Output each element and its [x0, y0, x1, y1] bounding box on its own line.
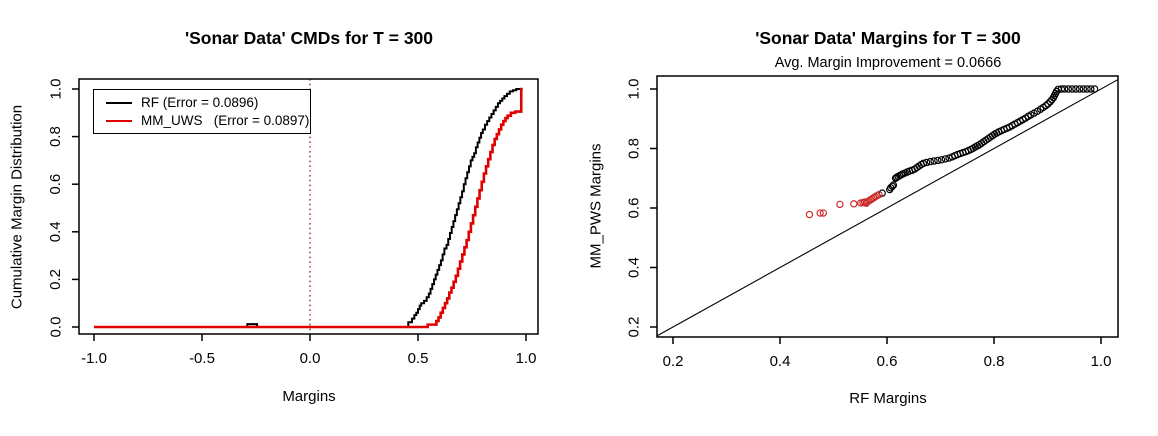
- y-tick-label: 0.8: [625, 138, 642, 159]
- scatter-point: [1060, 85, 1069, 93]
- scatter-point: [1044, 100, 1052, 108]
- legend-label-rf: RF (Error = 0.0896): [141, 95, 259, 110]
- right-plot-ylabel: MM_PWS Margins: [587, 143, 605, 269]
- x-tick-label: 1.0: [1091, 353, 1112, 370]
- x-tick-label: -1.0: [81, 350, 107, 367]
- scatter-point: [937, 156, 946, 164]
- scatter-point: [819, 209, 828, 217]
- scatter-point: [1042, 101, 1050, 110]
- scatter-point: [836, 200, 844, 209]
- scatter-point: [919, 159, 928, 168]
- scatter-point: [850, 200, 858, 208]
- y-tick-label: 0.0: [47, 317, 64, 338]
- y-tick-label: 0.2: [625, 317, 642, 338]
- scatter-point: [1087, 85, 1095, 93]
- x-tick-label: 0.0: [300, 350, 321, 367]
- scatter-point: [926, 157, 935, 166]
- scatter-series-red-points: [805, 190, 883, 219]
- y-tick-label: 0.6: [625, 198, 642, 219]
- x-tick-label: 0.6: [877, 353, 898, 370]
- scatter-point: [922, 158, 931, 167]
- right-plot-title: 'Sonar Data' Margins for T = 300: [755, 28, 1021, 48]
- scatter-point: [875, 190, 883, 199]
- y-tick-label: 0.6: [47, 174, 64, 195]
- scatter-point: [934, 156, 942, 165]
- y-tick-label: 0.4: [47, 221, 64, 242]
- x-tick-label: -0.5: [189, 350, 215, 367]
- x-tick-label: 0.8: [984, 353, 1005, 370]
- left-plot-ylabel: Cumulative Margin Distribution: [8, 104, 26, 310]
- scatter-point: [941, 155, 950, 163]
- left-plot-xlabel: Margins: [282, 388, 336, 405]
- scatter-point: [816, 209, 824, 217]
- x-tick-label: 0.4: [770, 353, 791, 370]
- y-tick-label: 1.0: [47, 79, 64, 100]
- mm-uws-line-swatch: [106, 119, 132, 122]
- scatter-point: [889, 181, 898, 189]
- scatter-point: [805, 210, 814, 219]
- right-plot-subtitle: Avg. Margin Improvement = 0.0666: [774, 55, 1002, 71]
- scatter-point: [1079, 85, 1088, 93]
- cmd-curve-rf: [94, 88, 522, 328]
- left-plot-title: 'Sonar Data' CMDs for T = 300: [184, 28, 434, 48]
- right-plot-xlabel: RF Margins: [849, 390, 927, 407]
- legend-row-mm-uws: MM_UWS (Error = 0.0897): [106, 113, 310, 128]
- scatter-point: [930, 157, 938, 165]
- plot-box: [78, 78, 539, 335]
- identity-line: [656, 79, 1119, 337]
- scatter-point: [888, 182, 897, 190]
- y-tick-label: 0.4: [625, 257, 642, 278]
- scatter-point: [1064, 85, 1073, 93]
- scatter-point: [1072, 85, 1080, 93]
- scatter-point: [1068, 85, 1076, 93]
- legend-row-rf: RF (Error = 0.0896): [106, 95, 310, 110]
- y-tick-label: 0.2: [47, 269, 64, 290]
- x-tick-label: 1.0: [516, 350, 537, 367]
- legend-label-mm-uws: MM_UWS (Error = 0.0897): [141, 113, 310, 128]
- scatter-point: [1090, 85, 1099, 93]
- rf-line-swatch: [106, 101, 132, 104]
- scatter-point: [1075, 85, 1084, 93]
- y-tick-label: 1.0: [625, 79, 642, 100]
- x-tick-label: 0.5: [408, 350, 429, 367]
- y-tick-label: 0.8: [47, 126, 64, 147]
- legend-box: RF (Error = 0.0896) MM_UWS (Error = 0.08…: [93, 89, 311, 134]
- scatter-point: [1057, 85, 1066, 93]
- scatter-point: [1083, 85, 1091, 93]
- scatter-series-black-points: [878, 85, 1099, 197]
- x-tick-label: 0.2: [663, 353, 684, 370]
- cmd-curve-mm_uws: [94, 87, 523, 329]
